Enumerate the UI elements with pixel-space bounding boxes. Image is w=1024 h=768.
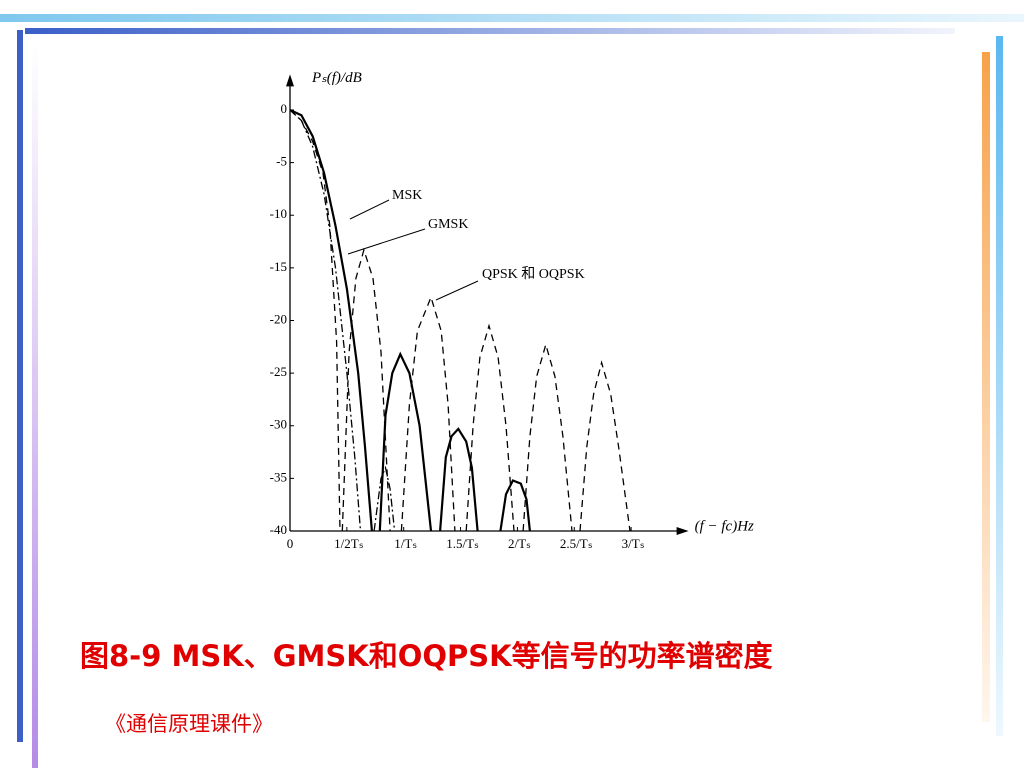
series-line [289, 109, 396, 532]
right-bar [982, 52, 990, 722]
y-tick-label: -10 [270, 206, 287, 221]
y-tick-label: -30 [270, 417, 287, 432]
x-tick-label: 0 [287, 536, 294, 551]
x-tick-label: 1.5/Tₛ [446, 536, 479, 551]
left-bar-2 [32, 40, 38, 768]
legend-label: QPSK 和 OQPSK [482, 266, 585, 282]
series-line [289, 109, 631, 532]
slide-title: 图8-9 MSK、GMSK和OQPSK等信号的功率谱密度 [80, 639, 773, 673]
x-axis-label: (f − fc)Hz [695, 518, 754, 534]
y-tick-label: -20 [270, 311, 287, 326]
x-tick-label: 1/2Tₛ [334, 536, 364, 551]
footer: 《通信原理课件》 [105, 712, 273, 736]
x-tick-label: 1/Tₛ [394, 536, 417, 551]
legend-leader [349, 199, 390, 220]
top-line [25, 28, 955, 34]
left-bar [17, 30, 23, 742]
legend-leader [347, 228, 426, 255]
legend-label: MSK [392, 188, 422, 203]
y-tick-label: -40 [270, 522, 287, 537]
y-tick-label: -5 [276, 154, 287, 169]
plot: Pₛ(f)/dB (f − fc)Hz 0 -5 -10 -15 -20 -25 -30 -35 -… [270, 70, 754, 551]
x-axis-arrow [676, 527, 689, 535]
series-line [289, 108, 531, 532]
y-tick-label: 0 [281, 101, 288, 116]
legend-label: GMSK [428, 217, 468, 232]
legend-leader [435, 280, 479, 301]
y-axis-arrow [286, 74, 294, 87]
x-tick-label: 2.5/Tₛ [560, 536, 593, 551]
y-axis-label: Pₛ(f)/dB [311, 70, 362, 86]
right-bar-2 [996, 36, 1003, 736]
x-tick-label: 3/Tₛ [622, 536, 645, 551]
y-tick-label: -35 [270, 469, 287, 484]
y-tick-label: -15 [270, 259, 287, 274]
x-tick-label: 2/Tₛ [508, 536, 531, 551]
y-tick-label: -25 [270, 364, 287, 379]
top-bar [0, 14, 1024, 22]
